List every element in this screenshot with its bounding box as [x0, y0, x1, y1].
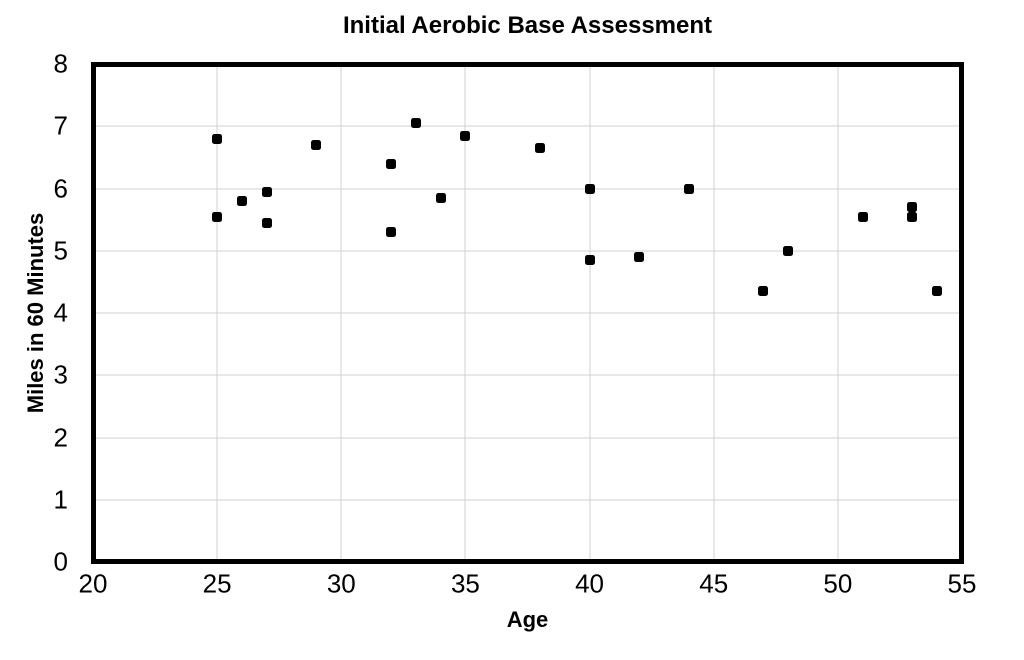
y-tick-label: 5: [53, 235, 68, 266]
data-point: [311, 139, 322, 150]
data-point: [584, 255, 595, 266]
y-tick-label: 4: [53, 297, 68, 328]
data-point: [683, 183, 694, 194]
data-point: [236, 195, 247, 206]
data-point: [857, 211, 868, 222]
x-tick-label: 55: [947, 568, 977, 599]
data-point: [435, 192, 446, 203]
data-point: [634, 251, 645, 262]
data-point: [212, 211, 223, 222]
gridline-y-6: [93, 188, 962, 189]
x-axis-label: Age: [506, 607, 549, 632]
plot-area: [91, 62, 964, 564]
gridline-y-5: [93, 250, 962, 252]
data-point: [932, 286, 943, 297]
y-tick-label: 8: [53, 48, 68, 79]
data-point: [907, 202, 918, 213]
x-tick-label: 45: [699, 568, 729, 599]
x-tick-label: 35: [450, 568, 480, 599]
data-point: [212, 133, 223, 144]
data-point: [261, 186, 272, 197]
y-tick-label: 1: [53, 484, 68, 515]
gridline-y-4: [93, 312, 962, 314]
x-tick-label: 30: [326, 568, 356, 599]
x-tick-label: 20: [78, 568, 108, 599]
x-tick-label: 40: [575, 568, 605, 599]
data-point: [907, 211, 918, 222]
data-point: [584, 183, 595, 194]
data-point: [385, 227, 396, 238]
gridline-y-2: [93, 437, 962, 438]
data-point: [534, 143, 545, 154]
y-tick-label: 6: [53, 173, 68, 203]
data-point: [460, 130, 471, 141]
data-point: [385, 158, 396, 169]
data-point: [410, 118, 421, 129]
gridline-y-1: [93, 499, 962, 501]
gridline-y-3: [93, 374, 962, 376]
y-tick-label: 3: [53, 359, 68, 390]
x-tick-label: 50: [823, 568, 853, 599]
chart-title: Initial Aerobic Base Assessment: [342, 12, 713, 39]
data-point: [261, 217, 272, 228]
gridline-y-7: [93, 125, 962, 127]
y-tick-label: 7: [53, 110, 68, 141]
data-point: [783, 245, 794, 256]
y-tick-label: 2: [53, 422, 68, 452]
data-point: [758, 286, 769, 297]
y-tick-label: 0: [53, 546, 68, 577]
x-tick-label: 25: [202, 568, 232, 599]
